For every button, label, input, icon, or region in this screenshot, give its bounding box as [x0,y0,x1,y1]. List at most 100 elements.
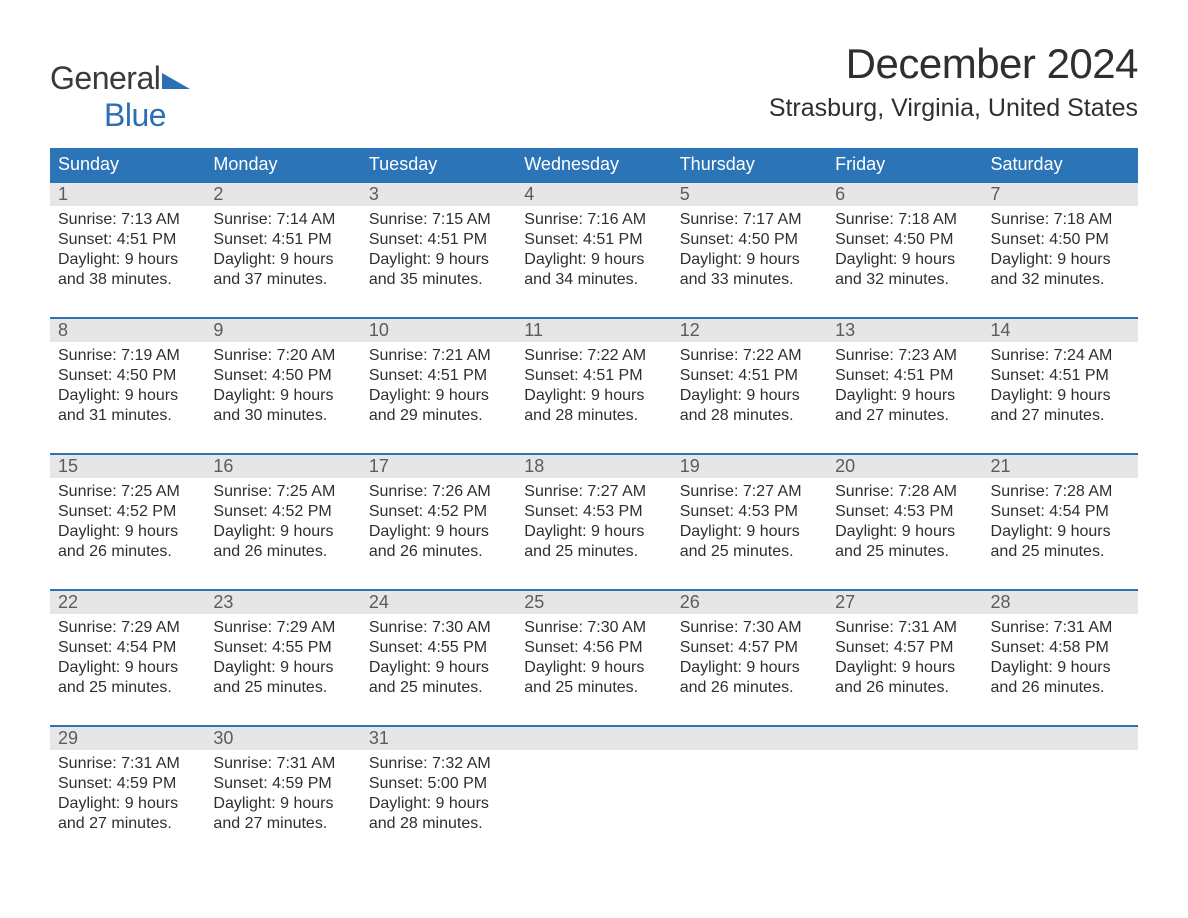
day-number-row: 12 [672,319,827,342]
dow-row: SundayMondayTuesdayWednesdayThursdayFrid… [50,148,1138,181]
calendar: SundayMondayTuesdayWednesdayThursdayFrid… [50,148,1138,853]
sunset-line: Sunset: 4:50 PM [58,366,199,386]
day-data: Sunrise: 7:29 AMSunset: 4:54 PMDaylight:… [58,618,199,698]
sunset-line: Sunset: 4:55 PM [213,638,354,658]
sunrise-line: Sunrise: 7:24 AM [991,346,1132,366]
sunrise-line: Sunrise: 7:29 AM [213,618,354,638]
day-cell: 17Sunrise: 7:26 AMSunset: 4:52 PMDayligh… [361,455,516,581]
daylight-line: Daylight: 9 hours and 28 minutes. [369,794,510,834]
daylight-line: Daylight: 9 hours and 26 minutes. [680,658,821,698]
day-number: 9 [213,320,223,340]
day-number-row: 26 [672,591,827,614]
day-cell: 30Sunrise: 7:31 AMSunset: 4:59 PMDayligh… [205,727,360,853]
sunset-line: Sunset: 4:51 PM [524,230,665,250]
sunset-line: Sunset: 4:54 PM [58,638,199,658]
day-data: Sunrise: 7:31 AMSunset: 4:58 PMDaylight:… [991,618,1132,698]
sunset-line: Sunset: 4:59 PM [213,774,354,794]
sunrise-line: Sunrise: 7:31 AM [58,754,199,774]
sunset-line: Sunset: 4:51 PM [835,366,976,386]
day-number: 18 [524,456,544,476]
day-cell: 11Sunrise: 7:22 AMSunset: 4:51 PMDayligh… [516,319,671,445]
day-cell: 27Sunrise: 7:31 AMSunset: 4:57 PMDayligh… [827,591,982,717]
sunset-line: Sunset: 4:53 PM [524,502,665,522]
daylight-line: Daylight: 9 hours and 29 minutes. [369,386,510,426]
day-number: 23 [213,592,233,612]
day-number: 21 [991,456,1011,476]
day-number-row: . [516,727,671,750]
day-number: 11 [524,320,543,340]
dow-label: Monday [205,148,360,181]
day-number-row: 30 [205,727,360,750]
daylight-line: Daylight: 9 hours and 25 minutes. [680,522,821,562]
day-number-row: 27 [827,591,982,614]
daylight-line: Daylight: 9 hours and 27 minutes. [991,386,1132,426]
daylight-line: Daylight: 9 hours and 27 minutes. [835,386,976,426]
day-data: Sunrise: 7:32 AMSunset: 5:00 PMDaylight:… [369,754,510,834]
sunset-line: Sunset: 4:57 PM [835,638,976,658]
sunrise-line: Sunrise: 7:20 AM [213,346,354,366]
day-cell: 7 Sunrise: 7:18 AMSunset: 4:50 PMDaylight… [983,183,1138,309]
day-number: 1 [58,184,68,204]
day-number: 8 [58,320,68,340]
daylight-line: Daylight: 9 hours and 35 minutes. [369,250,510,290]
sunrise-line: Sunrise: 7:30 AM [524,618,665,638]
header: General Blue December 2024 Strasburg, Vi… [50,40,1138,134]
sunrise-line: Sunrise: 7:17 AM [680,210,821,230]
dow-label: Sunday [50,148,205,181]
daylight-line: Daylight: 9 hours and 25 minutes. [835,522,976,562]
day-cell: 14Sunrise: 7:24 AMSunset: 4:51 PMDayligh… [983,319,1138,445]
daylight-line: Daylight: 9 hours and 32 minutes. [991,250,1132,290]
day-number: 7 [991,184,1001,204]
day-data: Sunrise: 7:21 AMSunset: 4:51 PMDaylight:… [369,346,510,426]
flag-icon [162,71,190,89]
daylight-line: Daylight: 9 hours and 25 minutes. [213,658,354,698]
day-number-row: . [983,727,1138,750]
sunrise-line: Sunrise: 7:14 AM [213,210,354,230]
location: Strasburg, Virginia, United States [769,94,1138,123]
day-cell: 10 Sunrise: 7:21 AMSunset: 4:51 PMDayligh… [361,319,516,445]
daylight-line: Daylight: 9 hours and 26 minutes. [835,658,976,698]
sunrise-line: Sunrise: 7:31 AM [213,754,354,774]
day-cell: 19Sunrise: 7:27 AMSunset: 4:53 PMDayligh… [672,455,827,581]
daylight-line: Daylight: 9 hours and 27 minutes. [58,794,199,834]
day-cell: 8 Sunrise: 7:19 AMSunset: 4:50 PMDaylight… [50,319,205,445]
day-number-row: 20 [827,455,982,478]
day-data: Sunrise: 7:18 AMSunset: 4:50 PMDaylight:… [835,210,976,290]
day-number-row: 10 [361,319,516,342]
day-cell: . [983,727,1138,853]
day-data: Sunrise: 7:13 AMSunset: 4:51 PMDaylight:… [58,210,199,290]
day-cell: 25 Sunrise: 7:30 AMSunset: 4:56 PMDayligh… [516,591,671,717]
sunrise-line: Sunrise: 7:21 AM [369,346,510,366]
day-data: Sunrise: 7:23 AMSunset: 4:51 PMDaylight:… [835,346,976,426]
day-data: Sunrise: 7:30 AMSunset: 4:55 PMDaylight:… [369,618,510,698]
day-number: 22 [58,592,78,612]
sunset-line: Sunset: 4:53 PM [835,502,976,522]
day-number-row: 25 [516,591,671,614]
day-number: 19 [680,456,700,476]
day-number-row: 24 [361,591,516,614]
sunset-line: Sunset: 4:52 PM [58,502,199,522]
day-cell: 5Sunrise: 7:17 AMSunset: 4:50 PMDaylight… [672,183,827,309]
day-data: Sunrise: 7:31 AMSunset: 4:59 PMDaylight:… [58,754,199,834]
sunrise-line: Sunrise: 7:25 AM [58,482,199,502]
day-number-row: 17 [361,455,516,478]
sunset-line: Sunset: 4:50 PM [991,230,1132,250]
day-number: 27 [835,592,855,612]
day-data: Sunrise: 7:19 AMSunset: 4:50 PMDaylight:… [58,346,199,426]
daylight-line: Daylight: 9 hours and 26 minutes. [991,658,1132,698]
daylight-line: Daylight: 9 hours and 25 minutes. [524,658,665,698]
day-cell: 26Sunrise: 7:30 AMSunset: 4:57 PMDayligh… [672,591,827,717]
week-row: 8 Sunrise: 7:19 AMSunset: 4:50 PMDaylight… [50,319,1138,445]
sunset-line: Sunset: 4:54 PM [991,502,1132,522]
daylight-line: Daylight: 9 hours and 37 minutes. [213,250,354,290]
daylight-line: Daylight: 9 hours and 30 minutes. [213,386,354,426]
day-cell: 29Sunrise: 7:31 AMSunset: 4:59 PMDayligh… [50,727,205,853]
sunset-line: Sunset: 4:58 PM [991,638,1132,658]
sunrise-line: Sunrise: 7:18 AM [991,210,1132,230]
day-data: Sunrise: 7:30 AMSunset: 4:56 PMDaylight:… [524,618,665,698]
week-row: 29Sunrise: 7:31 AMSunset: 4:59 PMDayligh… [50,727,1138,853]
sunset-line: Sunset: 4:51 PM [524,366,665,386]
dow-label: Saturday [983,148,1138,181]
day-number-row: 2 [205,183,360,206]
day-cell: . [827,727,982,853]
